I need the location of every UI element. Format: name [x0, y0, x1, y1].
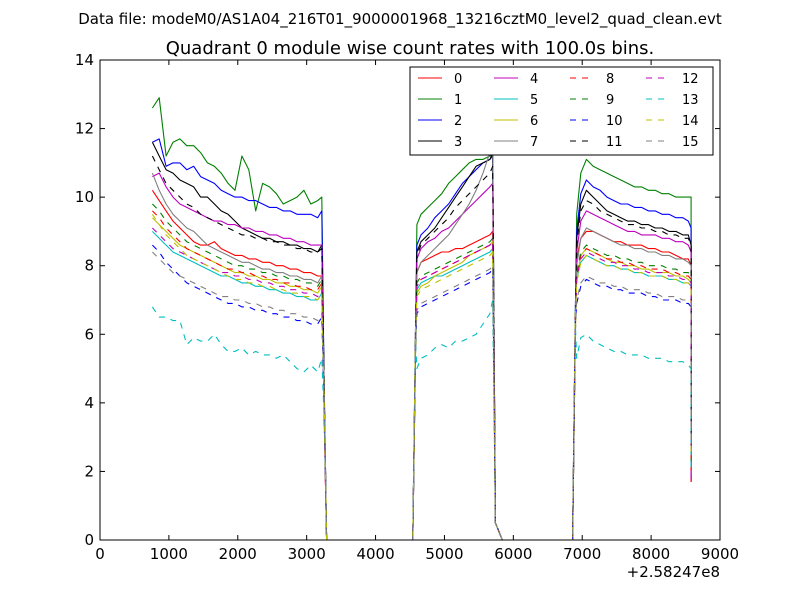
legend-label: 1: [454, 93, 462, 108]
legend-label: 7: [530, 135, 538, 150]
legend-label: 11: [606, 135, 623, 150]
series-line-12: [152, 227, 692, 541]
series-line-4: [152, 172, 692, 541]
y-tick-label: 10: [75, 188, 94, 206]
series-line-3: [151, 142, 692, 541]
legend-frame: [409, 66, 714, 156]
legend-label: 15: [682, 135, 699, 150]
series-line-9: [152, 203, 692, 541]
legend-label: 4: [530, 72, 538, 87]
x-tick-label: 0: [95, 545, 105, 563]
series-line-13: [151, 299, 692, 541]
y-tick-label: 12: [75, 120, 94, 138]
legend-label: 2: [454, 114, 462, 129]
y-tick-label: 6: [84, 325, 94, 343]
series-layer: [151, 97, 692, 541]
legend-label: 10: [606, 114, 623, 129]
x-tick-label: 5000: [425, 545, 463, 563]
series-line-11: [151, 155, 692, 541]
series-line-14: [151, 213, 692, 541]
legend-label: 9: [606, 93, 614, 108]
series-line-15: [152, 251, 692, 541]
legend-label: 3: [454, 135, 462, 150]
legend-label: 6: [530, 114, 538, 129]
x-tick-label: 7000: [563, 545, 601, 563]
x-tick-label: 4000: [356, 545, 394, 563]
y-tick-label: 8: [84, 257, 94, 275]
x-tick-label: 1000: [150, 545, 188, 563]
legend-label: 12: [682, 72, 699, 87]
y-tick-label: 4: [84, 394, 94, 412]
x-tick-label: 8000: [632, 545, 670, 563]
legend-label: 0: [454, 72, 462, 87]
y-tick-label: 14: [75, 51, 94, 69]
x-tick-label: 6000: [494, 545, 532, 563]
x-tick-label: 2000: [219, 545, 257, 563]
series-line-0: [151, 189, 692, 541]
x-tick-label: 9000: [701, 545, 739, 563]
axes-frame: [99, 59, 721, 541]
chart-suptitle: Data file: modeM0/AS1A04_216T01_90000019…: [78, 10, 722, 29]
y-tick-label: 0: [84, 531, 94, 549]
x-axis-offset-label: +2.58247e8: [627, 563, 720, 581]
legend-label: 14: [682, 114, 699, 129]
x-tick-label: 3000: [288, 545, 326, 563]
chart-title: Quadrant 0 module wise count rates with …: [166, 38, 655, 59]
series-line-6: [152, 217, 692, 541]
series-line-7: [151, 131, 692, 541]
ticks-layer: 0 1000 2000 3000 4000 5000 6000 7000 8000 9000 0 2 4…: [75, 51, 739, 563]
series-line-8: [152, 210, 692, 541]
legend-label: 13: [682, 93, 699, 108]
series-line-5: [152, 231, 692, 541]
series-line-2: [152, 138, 692, 541]
y-tick-label: 2: [84, 462, 94, 480]
plot-area: 0 1000 2000 3000 4000 5000 6000 7000 8000 9000 0 2 4…: [75, 51, 739, 563]
series-line-10: [152, 244, 692, 541]
series-line-1: [151, 97, 692, 541]
legend-label: 5: [530, 93, 538, 108]
legend-label: 8: [606, 72, 614, 87]
